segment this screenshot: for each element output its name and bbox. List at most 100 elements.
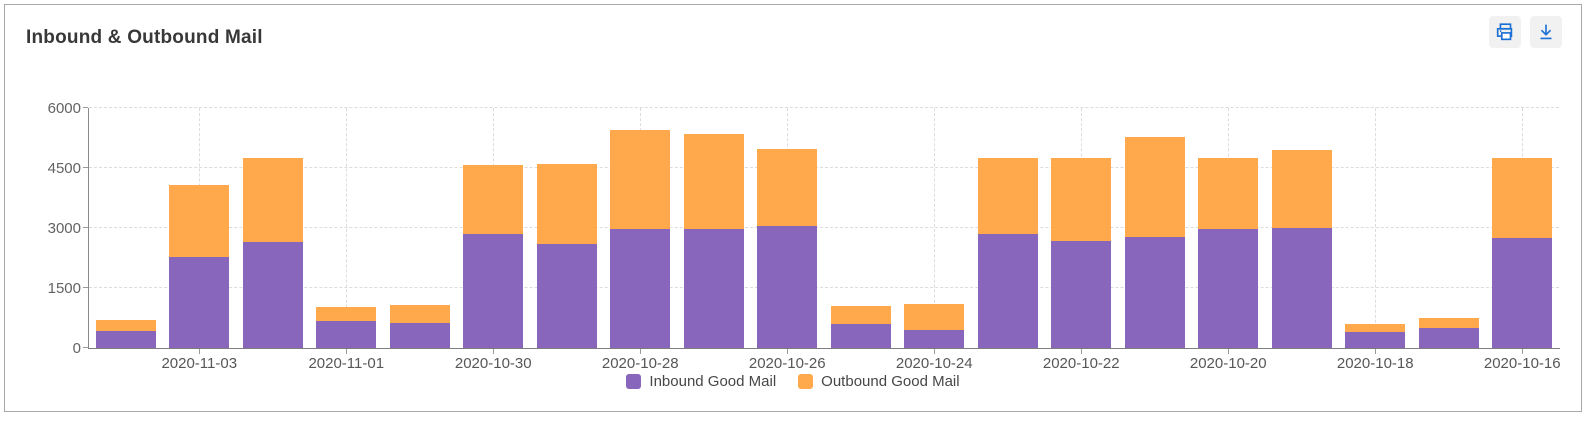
stacked-bar[interactable] <box>977 158 1038 348</box>
bar-segment[interactable] <box>904 330 965 348</box>
bar-segment[interactable] <box>1051 158 1112 241</box>
download-icon <box>1535 21 1557 43</box>
bar-segment[interactable] <box>242 242 303 348</box>
stacked-bar[interactable] <box>463 164 524 348</box>
bar-segment[interactable] <box>242 158 303 242</box>
stacked-bar[interactable] <box>830 306 891 348</box>
bar-segment[interactable] <box>1124 236 1185 348</box>
bar-segment[interactable] <box>683 134 744 229</box>
bar-group-2020-10-19 <box>1265 108 1339 348</box>
bar-segment[interactable] <box>1345 332 1406 348</box>
bar-segment[interactable] <box>389 305 450 324</box>
bar-segment[interactable] <box>977 158 1038 234</box>
legend-swatch <box>626 374 642 389</box>
bar-group-2020-10-18 <box>1339 108 1413 348</box>
bar-segment[interactable] <box>169 185 230 257</box>
bar-segment[interactable] <box>95 320 156 332</box>
x-axis-tick-label: 2020-10-30 <box>454 355 532 372</box>
bar-group-2020-10-25 <box>824 108 898 348</box>
bar-segment[interactable] <box>1271 227 1332 348</box>
x-axis-tick-label: 2020-10-26 <box>748 355 826 372</box>
horizontal-gridline <box>89 287 1559 288</box>
download-button[interactable] <box>1530 16 1562 48</box>
stacked-bar[interactable] <box>610 130 671 348</box>
legend-item[interactable]: Inbound Good Mail <box>626 373 776 390</box>
stacked-bar[interactable] <box>389 305 450 348</box>
bar-segment[interactable] <box>316 321 377 348</box>
bar-segment[interactable] <box>389 323 450 348</box>
x-axis-tick-label: 2020-10-20 <box>1189 355 1267 372</box>
x-axis-tick-label: 2020-10-24 <box>895 355 973 372</box>
stacked-bar[interactable] <box>1418 317 1479 348</box>
bar-group-2020-10-31 <box>383 108 457 348</box>
bar-segment[interactable] <box>757 226 818 348</box>
bar-segment[interactable] <box>610 228 671 348</box>
x-axis-tick <box>1081 349 1083 354</box>
print-button[interactable] <box>1489 16 1521 48</box>
bar-segment[interactable] <box>95 331 156 348</box>
stacked-bar[interactable] <box>904 304 965 348</box>
stacked-bar[interactable] <box>1271 149 1332 348</box>
bar-segment[interactable] <box>1051 240 1112 348</box>
y-axis-tick-label: 4500 <box>47 160 81 177</box>
stacked-bar[interactable] <box>1345 324 1406 348</box>
x-axis-tick <box>1522 349 1524 354</box>
stacked-bar[interactable] <box>169 185 230 348</box>
bar-group-2020-11-02 <box>236 108 310 348</box>
x-axis-tick-label: 2020-10-16 <box>1483 355 1561 372</box>
legend-label: Outbound Good Mail <box>821 373 960 390</box>
y-axis-tick-label: 0 <box>72 340 81 357</box>
stacked-bar[interactable] <box>1124 137 1185 348</box>
bar-segment[interactable] <box>463 164 524 235</box>
bar-segment[interactable] <box>1345 324 1406 332</box>
bar-segment[interactable] <box>757 148 818 227</box>
bar-segment[interactable] <box>1492 237 1553 348</box>
bar-segment[interactable] <box>977 233 1038 348</box>
bar-segment[interactable] <box>904 304 965 331</box>
bar-segment[interactable] <box>683 228 744 348</box>
stacked-bar[interactable] <box>536 163 597 348</box>
chart-title: Inbound & Outbound Mail <box>26 27 263 48</box>
stacked-bar[interactable] <box>242 158 303 348</box>
bar-group-2020-11-04 <box>89 108 163 348</box>
horizontal-gridline <box>89 167 1559 168</box>
stacked-bar[interactable] <box>95 320 156 348</box>
bar-segment[interactable] <box>463 234 524 348</box>
bar-group-2020-10-28 <box>604 108 678 348</box>
x-axis-tick-label: 2020-11-01 <box>308 355 385 372</box>
vertical-gridline <box>1375 108 1377 348</box>
bar-segment[interactable] <box>1492 158 1553 238</box>
bar-segment[interactable] <box>610 130 671 229</box>
legend-swatch <box>798 374 814 389</box>
stacked-bar[interactable] <box>316 307 377 348</box>
stacked-bar[interactable] <box>1492 158 1553 348</box>
bar-segment[interactable] <box>1124 137 1185 237</box>
y-axis-tick-label: 3000 <box>47 220 81 237</box>
bar-segment[interactable] <box>1198 158 1259 230</box>
bar-group-2020-10-29 <box>530 108 604 348</box>
stacked-bar[interactable] <box>683 134 744 348</box>
bar-segment[interactable] <box>536 163 597 244</box>
y-axis-labels: 0 1500 3000 4500 6000 <box>5 100 81 357</box>
bar-segment[interactable] <box>536 243 597 348</box>
legend-item[interactable]: Outbound Good Mail <box>798 373 960 390</box>
bar-segment[interactable] <box>830 324 891 348</box>
x-axis-line <box>88 348 1560 349</box>
x-axis-tick-label: 2020-11-03 <box>161 355 238 372</box>
bar-segment[interactable] <box>1418 317 1479 328</box>
y-axis-tick-label: 6000 <box>47 100 81 117</box>
x-axis-tick <box>493 349 495 354</box>
bar-segment[interactable] <box>830 306 891 325</box>
stacked-bar[interactable] <box>1051 158 1112 348</box>
x-axis-tick <box>1375 349 1377 354</box>
bar-segment[interactable] <box>1198 229 1259 348</box>
x-axis-tick <box>787 349 789 354</box>
bar-group-2020-10-23 <box>971 108 1045 348</box>
bar-segment[interactable] <box>169 256 230 348</box>
bar-segment[interactable] <box>1418 328 1479 348</box>
stacked-bar[interactable] <box>1198 158 1259 348</box>
bar-segment[interactable] <box>1271 149 1332 228</box>
x-axis-tick <box>640 349 642 354</box>
stacked-bar[interactable] <box>757 148 818 348</box>
bar-segment[interactable] <box>316 307 377 322</box>
